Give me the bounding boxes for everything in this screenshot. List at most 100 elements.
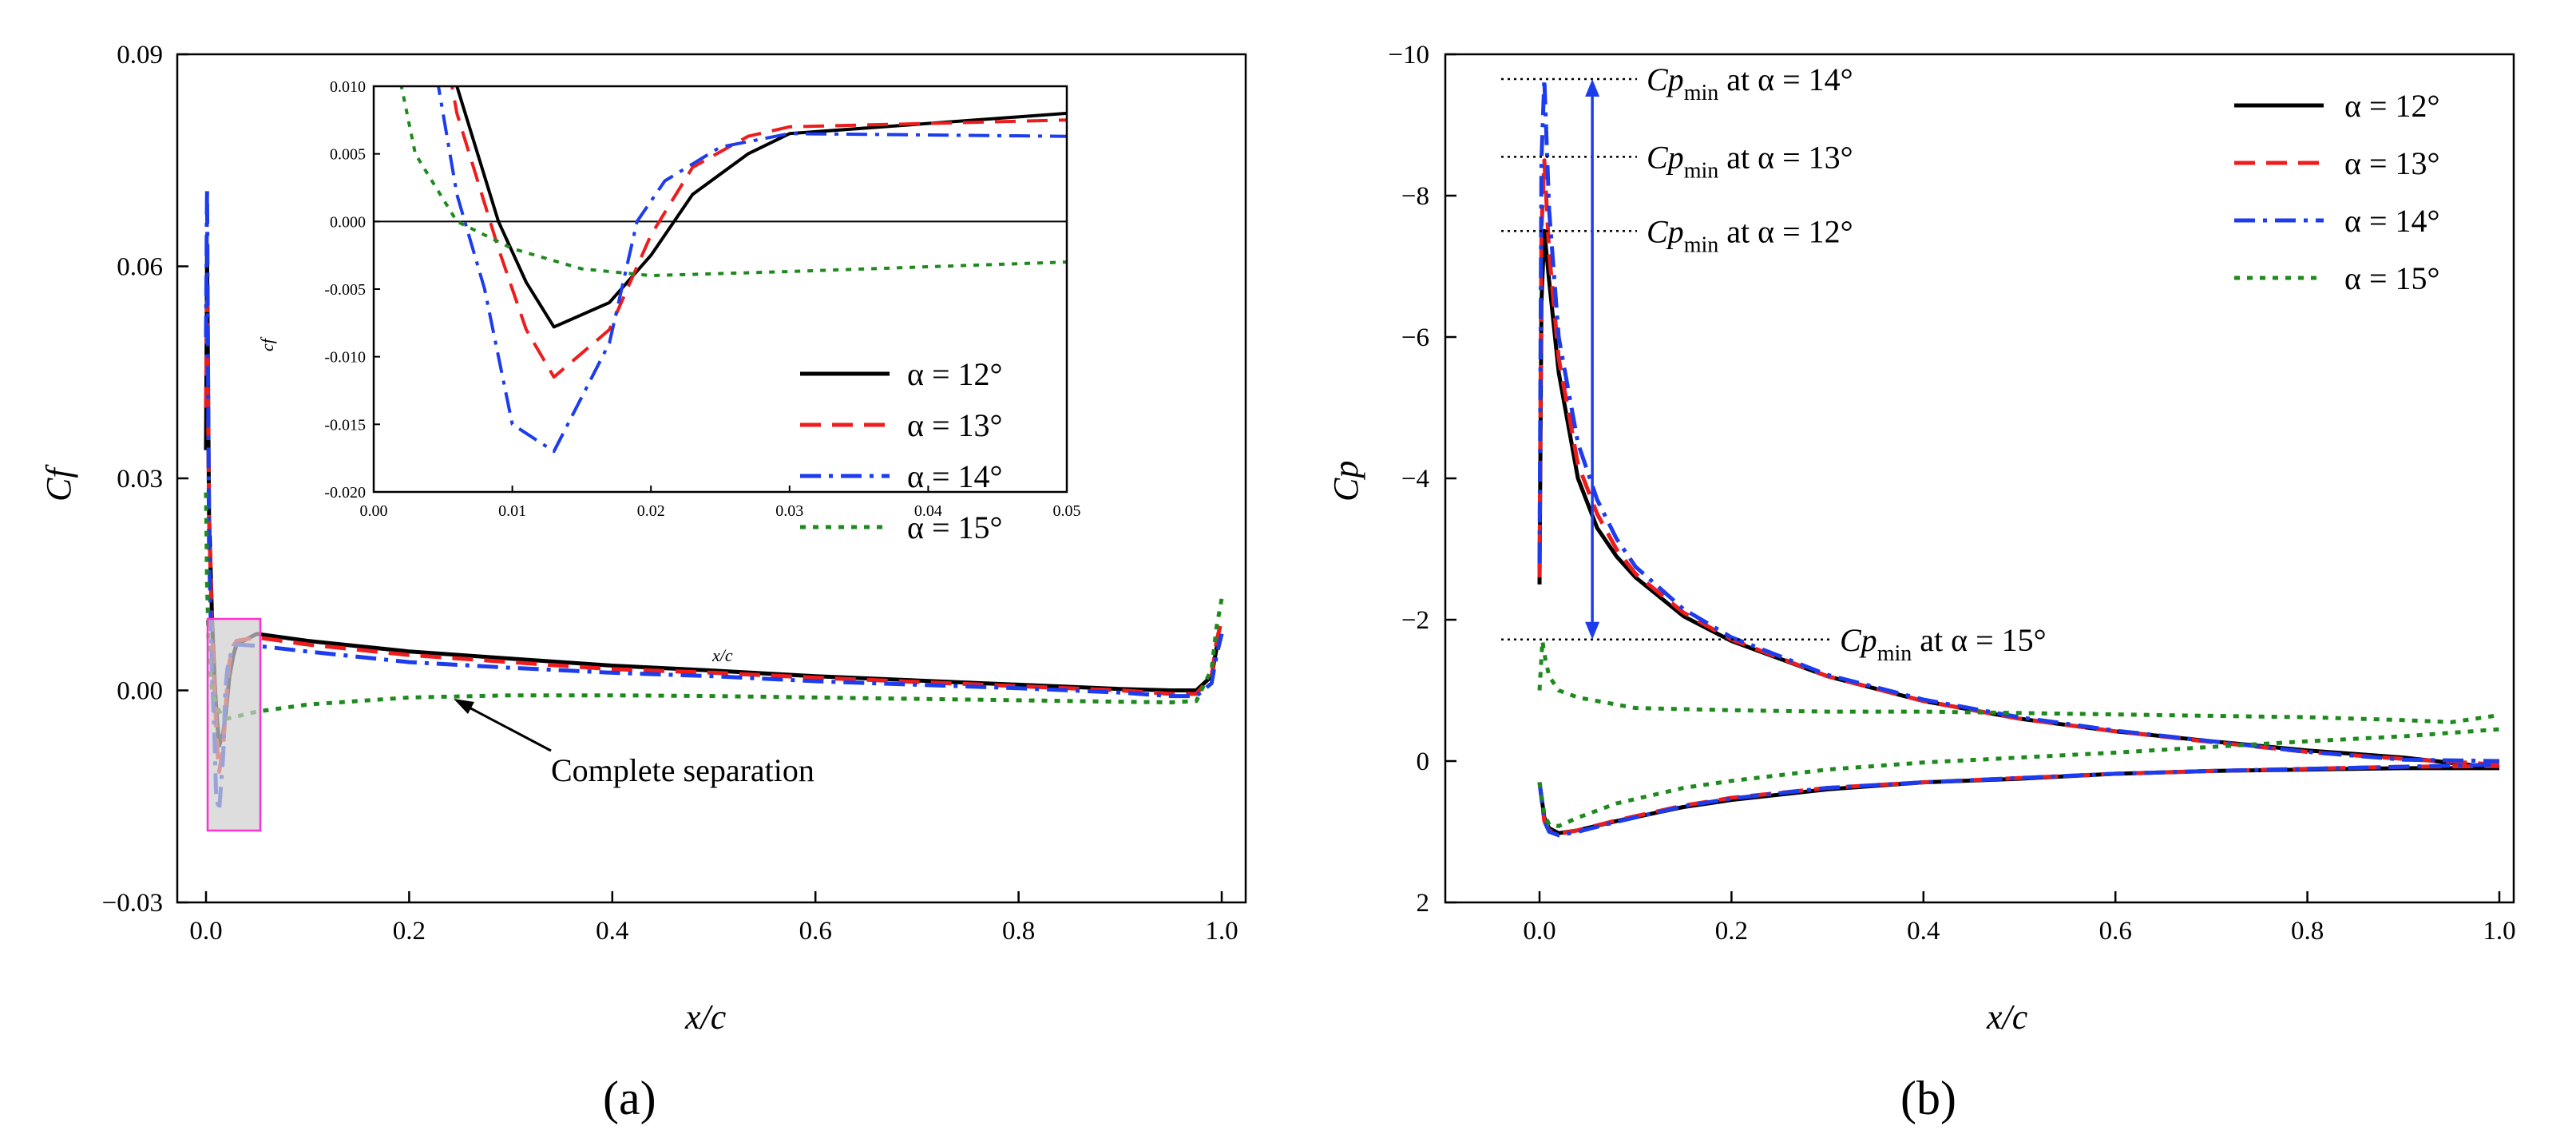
panel-a-x-tick-label: 0.8 <box>1002 917 1035 946</box>
inset-x-tick-label: 0.04 <box>914 502 942 520</box>
inset-x-tick-label: 0.02 <box>637 502 665 520</box>
panel-b-x-tick-label: 0.4 <box>1907 917 1940 946</box>
cpmin-reference-label: Cpmin at α = 15° <box>1840 622 2047 666</box>
inset-x-tick-label: 0.03 <box>775 502 803 520</box>
panel-b-y-axis: −10 −8 −6 −4 −2 0 2 <box>1388 41 1456 918</box>
inset-x-tick-label: 0.05 <box>1053 502 1081 520</box>
panel-a-y-tick-label: 0.00 <box>117 677 163 706</box>
panel-a-legend-label: α = 14° <box>907 458 1003 494</box>
panel-a-x-tick-label: 0.6 <box>799 917 832 946</box>
panel-b-x-axis: 0.0 0.2 0.4 0.6 0.8 1.0 <box>1523 891 2516 946</box>
panel-a-x-tick-label: 0.0 <box>189 917 222 946</box>
panel-b-y-tick-label: −8 <box>1401 182 1429 211</box>
cp-range-arrowhead-top <box>1585 78 1600 97</box>
cpmin-symbol: Cp <box>1647 213 1684 249</box>
inset-y-tick-label: 0.005 <box>330 146 366 164</box>
panel-b-legend: α = 12° α = 13° α = 14° α = 15° <box>2234 88 2440 296</box>
panel-b-legend-label: α = 15° <box>2344 260 2440 296</box>
cpmin-reference-label: Cpmin at α = 13° <box>1647 139 1853 183</box>
panel-b-x-tick-label: 0.6 <box>2099 917 2132 946</box>
inset-y-tick-label: 0.000 <box>330 213 366 231</box>
inset-series-line <box>437 86 1067 454</box>
panel-b-y-tick-label: −10 <box>1388 41 1429 69</box>
cpmin-alpha-text: at α = 12° <box>1718 213 1853 249</box>
cpmin-subscript: min <box>1684 81 1719 105</box>
cp-range-arrowhead-bottom <box>1585 621 1600 640</box>
inset-series-line <box>455 86 1067 329</box>
panel-a-cf-chart: 0.0 0.2 0.4 0.6 0.8 1.0 0.09 0.06 0.03 0.00 −0.03… <box>39 41 1247 1124</box>
panel-b-x-tick-label: 0.2 <box>1715 917 1748 946</box>
panel-b-y-label: Cp <box>1326 461 1365 502</box>
separation-arrowhead <box>454 699 474 714</box>
inset-x-axis: 0.00 0.01 0.02 0.03 0.04 0.05 <box>360 486 1081 520</box>
panel-b-y-tick-label: 0 <box>1417 747 1430 776</box>
cpmin-subscript: min <box>1684 158 1719 183</box>
panel-b-series-upper-line <box>1537 77 2500 763</box>
panel-a-y-tick-label: 0.03 <box>117 465 163 494</box>
panel-b-plot-frame <box>1444 53 2515 904</box>
inset-y-tick-label: -0.015 <box>324 416 366 434</box>
panel-b-series-lower-line <box>1537 763 2500 836</box>
panel-a-legend: α = 12° α = 13° α = 14° α = 15° <box>800 356 1003 545</box>
panel-b-y-tick-label: −2 <box>1401 606 1429 635</box>
cp-range-arrow <box>1585 78 1600 640</box>
inset-y-tick-label: -0.020 <box>324 484 366 502</box>
panel-a-caption: (a) <box>603 1072 656 1124</box>
panel-a-y-label: Cf <box>39 464 78 502</box>
inset-background <box>374 86 1067 492</box>
panel-a-x-label: x/c <box>684 997 727 1037</box>
panel-b-series-lines <box>1537 77 2500 838</box>
panel-a-legend-label: α = 12° <box>907 356 1003 392</box>
panel-a-y-tick-label: 0.09 <box>117 41 163 69</box>
panel-a-y-tick-label: −0.03 <box>102 889 163 918</box>
panel-a-y-tick-label: 0.06 <box>117 253 163 282</box>
cpmin-subscript: min <box>1684 232 1719 257</box>
panel-b-cp-chart: 0.0 0.2 0.4 0.6 0.8 1.0 −10−8−6−4−202 Cpmin a… <box>1326 41 2516 1124</box>
cpmin-symbol: Cp <box>1647 61 1684 97</box>
panel-a-legend-label: α = 13° <box>907 407 1003 443</box>
zoom-region-box <box>206 617 262 832</box>
inset-y-label: cf <box>257 336 277 351</box>
cpmin-reference-label: Cpmin at α = 12° <box>1647 213 1853 257</box>
panel-b-caption: (b) <box>1900 1072 1956 1124</box>
cpmin-subscript: min <box>1877 641 1912 666</box>
complete-separation-label: Complete separation <box>551 752 814 788</box>
panel-a-x-tick-label: 0.2 <box>393 917 426 946</box>
panel-b-x-tick-label: 0.8 <box>2291 917 2324 946</box>
cpmin-symbol: Cp <box>1840 622 1877 658</box>
panel-b-legend-label: α = 13° <box>2344 145 2440 181</box>
panel-b-reference-lines: Cpmin at α = 14°Cpmin at α = 13°Cpmin at… <box>1501 61 2047 666</box>
cpmin-reference-label: Cpmin at α = 14° <box>1647 61 1853 105</box>
panel-b-legend-label: α = 12° <box>2344 88 2440 124</box>
panel-b-series-upper-line <box>1537 639 2500 724</box>
separation-arrow <box>462 703 552 752</box>
panel-a-x-axis: 0.0 0.2 0.4 0.6 0.8 1.0 <box>189 891 1238 946</box>
panel-b-series-upper-line <box>1537 228 2500 771</box>
panel-b-y-tick-label: −4 <box>1401 465 1429 494</box>
panel-a-series-line <box>204 492 1224 721</box>
cpmin-alpha-text: at α = 14° <box>1718 61 1853 97</box>
inset-series-line <box>450 86 1067 379</box>
panel-b-legend-label: α = 14° <box>2344 203 2440 239</box>
panel-a-x-tick-label: 1.0 <box>1205 917 1238 946</box>
inset-x-tick-label: 0.01 <box>498 502 526 520</box>
cpmin-symbol: Cp <box>1647 139 1684 175</box>
panel-b-x-label: x/c <box>1986 997 2028 1037</box>
inset-series-lines <box>374 86 1067 454</box>
panel-a-inset: 0.00 0.01 0.02 0.03 0.04 0.05 0.010 0.005 0.000… <box>257 78 1081 665</box>
panel-b-series-lower-line <box>1537 727 2500 828</box>
cpmin-alpha-text: at α = 15° <box>1912 622 2046 658</box>
cpmin-alpha-text: at α = 13° <box>1718 139 1853 175</box>
panel-a-y-axis: 0.09 0.06 0.03 0.00 −0.03 <box>102 41 188 918</box>
panel-a-x-tick-label: 0.4 <box>596 917 628 946</box>
inset-y-tick-label: -0.005 <box>324 281 366 299</box>
inset-x-tick-label: 0.00 <box>360 502 388 520</box>
inset-y-tick-label: -0.010 <box>324 349 366 367</box>
panel-b-y-tick-label: −6 <box>1401 323 1429 352</box>
panel-b-x-tick-label: 0.0 <box>1523 917 1556 946</box>
panel-b-y-tick-label: 2 <box>1417 889 1430 918</box>
inset-y-tick-label: 0.010 <box>330 78 366 96</box>
inset-x-label: x/c <box>711 645 733 665</box>
panel-b-series-lower-line <box>1537 762 2500 838</box>
